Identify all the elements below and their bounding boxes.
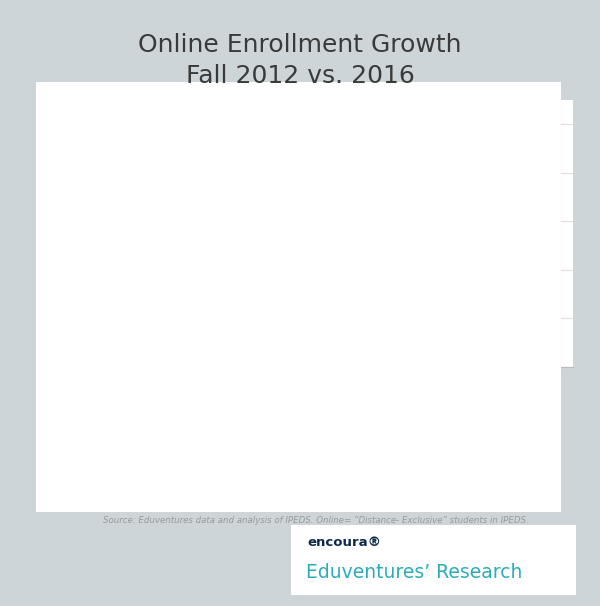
Bar [115, 163, 191, 367]
Text: encoura®: encoura® [308, 536, 382, 550]
Text: Online Enrollment Growth: Online Enrollment Growth [138, 33, 462, 58]
Text: Source: Eduventures data and analysis of IPEDS. Online= “Distance- Exclusive” st: Source: Eduventures data and analysis of… [103, 516, 529, 525]
Bar [388, 207, 464, 367]
Text: Fall 2012 vs. 2016: Fall 2012 vs. 2016 [185, 64, 415, 88]
Bar [475, 260, 551, 367]
Text: Eduventures’ Research: Eduventures’ Research [306, 563, 523, 582]
Legend: Working with an OPM, Other Schools: Working with an OPM, Other Schools [170, 445, 496, 461]
Bar [202, 299, 278, 367]
